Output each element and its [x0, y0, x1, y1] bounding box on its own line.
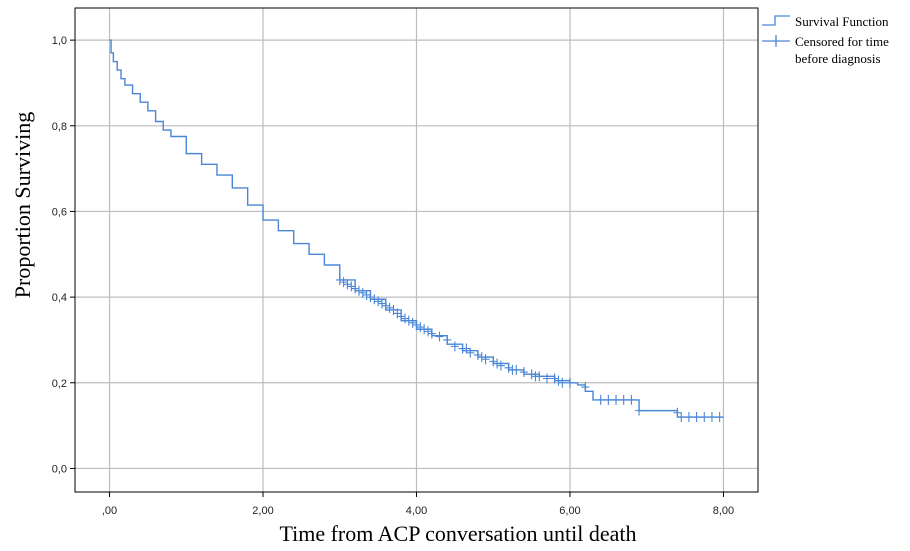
censored-mark	[450, 341, 459, 352]
censored-mark	[481, 354, 490, 365]
censored-mark	[462, 343, 471, 354]
x-tick-label-3: 6,00	[559, 505, 580, 517]
y-tick-label-4: 0,8	[52, 121, 67, 133]
censored-mark	[692, 412, 701, 423]
y-tick-label-0: 0,0	[52, 463, 67, 475]
censored-mark	[550, 373, 559, 384]
censored-mark	[496, 360, 505, 371]
censored-mark	[619, 394, 628, 405]
censored-mark	[443, 334, 452, 345]
censored-mark	[381, 300, 390, 311]
censored-mark	[358, 287, 367, 298]
censored-mark	[489, 356, 498, 367]
y-axis-ticks: 0,0 0,2 0,4 0,6 0,8 1,0	[52, 35, 75, 475]
censored-mark	[374, 296, 383, 307]
censored-mark	[366, 292, 375, 303]
x-axis-title: Time from ACP conversation until death	[279, 521, 636, 546]
censored-mark	[385, 302, 394, 313]
censored-mark	[554, 375, 563, 386]
legend-label-censored: Censored for time before diagnosis	[795, 34, 892, 66]
censored-mark	[684, 412, 693, 423]
censored-mark	[635, 405, 644, 416]
censored-mark	[466, 347, 475, 358]
censored-mark	[512, 364, 521, 375]
censored-mark	[527, 369, 536, 380]
legend: Survival Function Censored for time befo…	[762, 14, 892, 66]
censored-mark	[565, 377, 574, 388]
censored-mark	[596, 394, 605, 405]
legend-label-censored-line1: Censored for time	[795, 34, 889, 49]
censored-mark	[335, 274, 344, 285]
censored-mark	[477, 352, 486, 363]
legend-label-censored-line2: before diagnosis	[795, 51, 881, 66]
censored-mark	[354, 285, 363, 296]
x-tick-label-0: ,00	[102, 505, 117, 517]
y-tick-label-2: 0,4	[52, 292, 67, 304]
legend-censored-icon	[762, 35, 790, 47]
censored-mark	[612, 394, 621, 405]
censored-mark	[473, 349, 482, 360]
censored-mark	[493, 358, 502, 369]
censored-mark	[677, 412, 686, 423]
censored-mark	[362, 289, 371, 300]
censored-mark	[404, 315, 413, 326]
x-tick-label-2: 4,00	[406, 505, 427, 517]
censored-mark	[377, 298, 386, 309]
censored-mark	[558, 377, 567, 388]
censored-mark	[627, 394, 636, 405]
x-tick-label-1: 2,00	[252, 505, 273, 517]
censored-mark	[420, 324, 429, 335]
legend-step-icon	[762, 15, 790, 26]
y-axis-title: Proportion Surviving	[10, 112, 35, 298]
censored-mark	[408, 317, 417, 328]
censored-mark	[715, 412, 724, 423]
censored-marks-group	[335, 274, 724, 423]
censored-mark	[347, 281, 356, 292]
censored-mark	[412, 319, 421, 330]
censored-mark	[397, 311, 406, 322]
censored-mark	[370, 294, 379, 305]
censored-mark	[535, 371, 544, 382]
censored-mark	[424, 326, 433, 337]
y-tick-label-3: 0,6	[52, 206, 67, 218]
censored-mark	[581, 382, 590, 393]
censored-mark	[700, 412, 709, 423]
legend-label-survival: Survival Function	[795, 14, 889, 29]
x-tick-label-4: 8,00	[713, 505, 734, 517]
censored-mark	[351, 283, 360, 294]
censored-mark	[339, 277, 348, 288]
censored-mark	[435, 331, 444, 342]
censored-mark	[673, 407, 682, 418]
y-tick-label-1: 0,2	[52, 378, 67, 390]
censored-mark	[604, 394, 613, 405]
censored-mark	[504, 362, 513, 373]
censored-mark	[707, 412, 716, 423]
censored-mark	[400, 313, 409, 324]
censored-mark	[416, 322, 425, 333]
censored-mark	[542, 373, 551, 384]
grid-lines	[75, 8, 758, 492]
censored-mark	[427, 328, 436, 339]
censored-mark	[343, 279, 352, 290]
x-axis-ticks: ,00 2,00 4,00 6,00 8,00	[102, 492, 734, 517]
y-tick-label-5: 1,0	[52, 35, 67, 47]
censored-mark	[519, 367, 528, 378]
